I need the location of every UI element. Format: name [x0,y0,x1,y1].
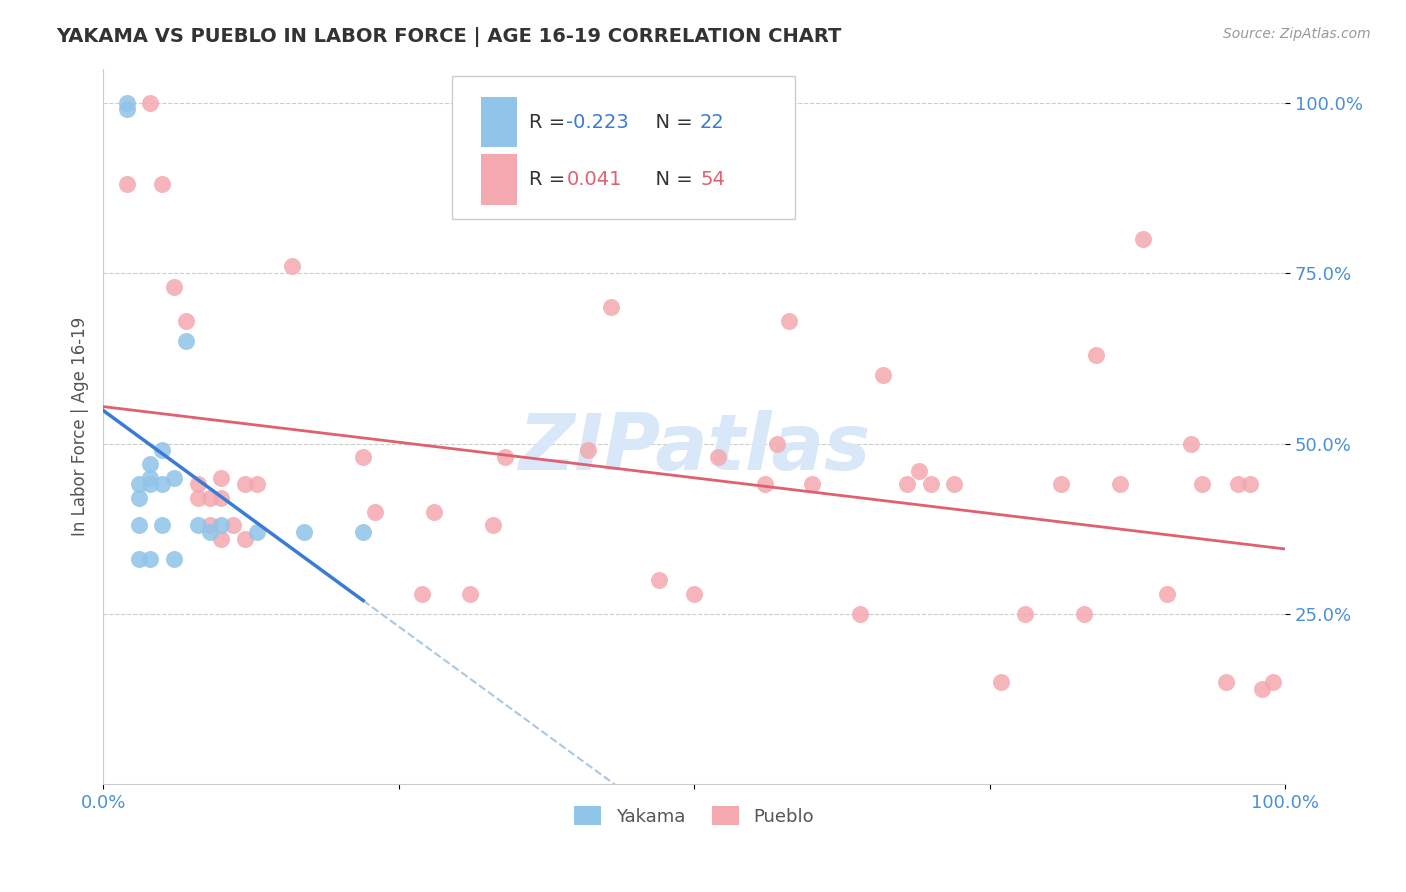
Point [896,477,918,491]
Point [364,505,387,519]
Point [754,477,776,491]
Point [1263,675,1285,690]
Point [233,477,256,491]
Point [848,607,870,621]
Point [1014,607,1036,621]
Point [907,464,929,478]
Point [150,477,173,491]
Point [990,675,1012,690]
Point [233,532,256,546]
FancyBboxPatch shape [451,76,794,219]
Point [139,552,162,566]
Point [458,586,481,600]
Point [778,314,800,328]
Point [920,477,942,491]
Point [128,518,150,533]
Point [139,477,162,491]
Point [128,552,150,566]
Bar [481,154,517,204]
Point [423,505,446,519]
Point [115,178,138,192]
Point [150,178,173,192]
Point [209,491,232,505]
Point [600,300,623,314]
Point [1085,348,1108,362]
Point [482,518,505,533]
Text: Source: ZipAtlas.com: Source: ZipAtlas.com [1223,27,1371,41]
Point [872,368,894,383]
Point [1180,436,1202,450]
Point [801,477,824,491]
Text: 54: 54 [700,170,725,189]
Point [292,525,315,540]
Point [943,477,966,491]
Point [174,314,197,328]
Text: YAKAMA VS PUEBLO IN LABOR FORCE | AGE 16-19 CORRELATION CHART: YAKAMA VS PUEBLO IN LABOR FORCE | AGE 16… [56,27,842,46]
Bar [481,97,517,147]
Text: N =: N = [644,170,699,189]
Text: 0.041: 0.041 [567,170,621,189]
Point [246,525,269,540]
Point [150,518,173,533]
Point [246,477,269,491]
Text: R =: R = [529,170,571,189]
Y-axis label: In Labor Force | Age 16-19: In Labor Force | Age 16-19 [72,317,89,536]
Point [222,518,245,533]
Text: -0.223: -0.223 [567,112,630,132]
Point [187,491,209,505]
Point [1132,232,1154,246]
Text: 22: 22 [700,112,725,132]
Point [494,450,516,465]
Point [139,457,162,471]
Text: R =: R = [529,112,571,132]
Point [1215,675,1237,690]
Point [139,95,162,110]
Legend: Yakama, Pueblo: Yakama, Pueblo [574,806,814,825]
Point [1049,477,1071,491]
Point [115,95,138,110]
Point [576,443,599,458]
Point [139,470,162,484]
Point [411,586,433,600]
Point [1156,586,1178,600]
Point [115,103,138,117]
Point [187,477,209,491]
Point [187,518,209,533]
Point [163,552,186,566]
Point [281,259,304,273]
Point [1239,477,1261,491]
Point [683,586,706,600]
Point [1073,607,1095,621]
Point [174,334,197,349]
Point [352,525,374,540]
Point [1191,477,1213,491]
Point [647,573,669,587]
Point [209,518,232,533]
Point [1250,681,1272,696]
Point [707,450,730,465]
Point [128,477,150,491]
Point [198,491,221,505]
Point [766,436,789,450]
Text: N =: N = [644,112,699,132]
Point [352,450,374,465]
Point [198,518,221,533]
Point [163,470,186,484]
Point [163,279,186,293]
Point [198,525,221,540]
Point [150,443,173,458]
Text: ZIPatlas: ZIPatlas [517,410,870,486]
Point [128,491,150,505]
Point [209,532,232,546]
Point [209,470,232,484]
Point [1226,477,1249,491]
Point [1108,477,1130,491]
